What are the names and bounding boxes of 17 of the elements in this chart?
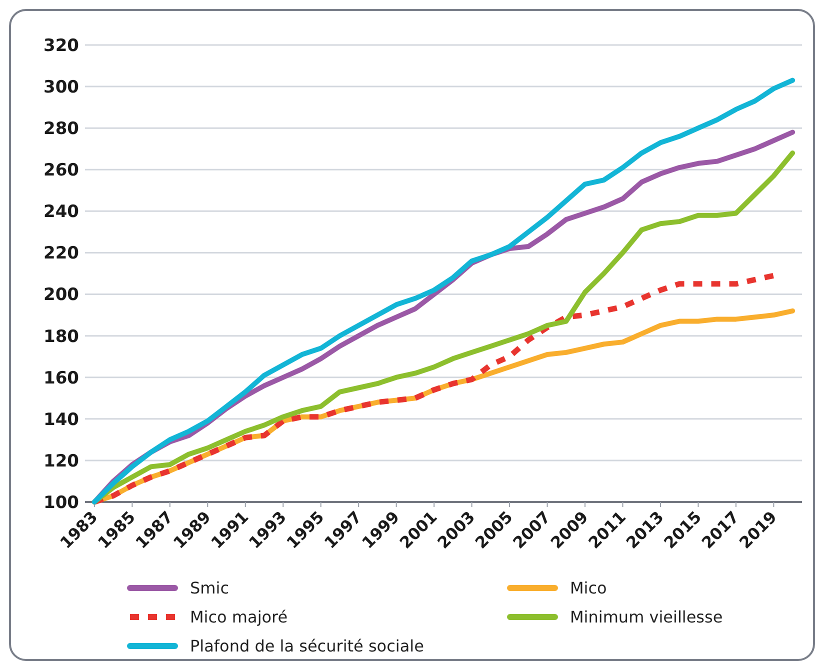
y-tick-label: 300 [44,77,80,98]
y-tick-label: 220 [44,244,80,264]
y-tick-label: 120 [44,451,80,472]
y-tick-label: 160 [44,368,80,388]
legend-label: Smic [190,578,229,598]
y-tick-label: 180 [44,326,80,347]
legend-label: Minimum vieillesse [570,608,723,627]
y-tick-label: 280 [44,119,80,140]
y-tick-label: 320 [44,36,80,56]
y-tick-label: 200 [44,285,80,306]
legend-label: Plafond de la sécurité sociale [190,636,424,656]
y-tick-label: 260 [44,160,80,181]
legend-label: Mico majoré [190,608,288,627]
y-tick-label: 100 [44,492,80,513]
y-tick-label: 140 [44,410,80,430]
y-tick-label: 240 [44,202,80,222]
legend-label: Mico [570,578,607,598]
